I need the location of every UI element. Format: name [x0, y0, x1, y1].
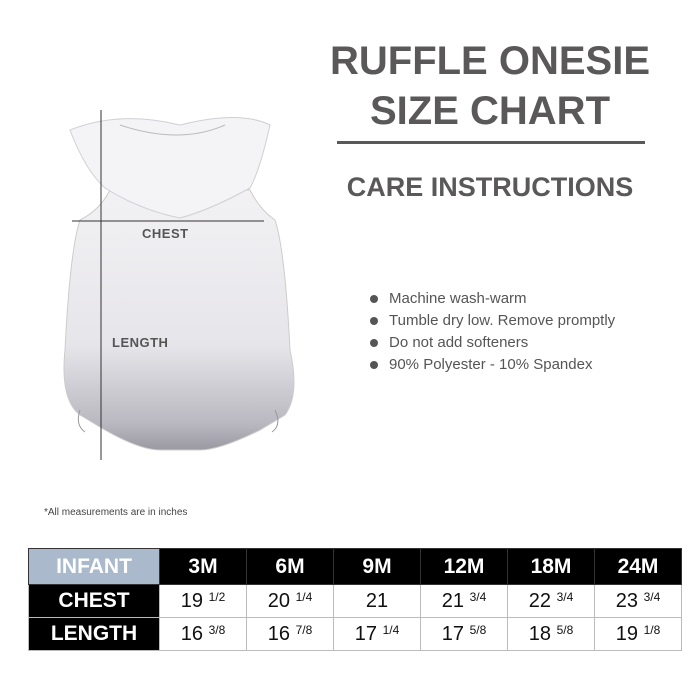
fraction-value: 5/8: [469, 622, 487, 637]
fraction-value: 3/4: [469, 589, 487, 604]
bullet-icon: [370, 295, 378, 303]
fraction-value: 1/2: [208, 589, 226, 604]
infant-header: INFANT: [28, 548, 160, 585]
care-text: Tumble dry low. Remove promptly: [389, 312, 616, 329]
size-header: 6M: [246, 548, 334, 585]
fraction-value: 1/4: [295, 589, 313, 604]
care-item: 90% Polyester - 10% Spandex: [370, 354, 615, 376]
length-row: LENGTH 16 3/8 16 7/8 17 1/4 17 5/8 18 5/8 19 1…: [28, 617, 682, 651]
bullet-icon: [370, 317, 378, 325]
size-header: 18M: [507, 548, 595, 585]
fraction-value: 3/4: [556, 589, 574, 604]
fraction-value: 3/8: [208, 622, 226, 637]
title-underline: [337, 141, 645, 144]
fraction-value: 1/8: [643, 622, 661, 637]
chest-label: CHEST: [142, 226, 189, 241]
whole-value: 21: [365, 589, 389, 612]
whole-value: 20: [267, 589, 290, 612]
measurement-cell: 16 7/8: [246, 617, 334, 651]
chest-row: CHEST 19 1/2 20 1/4 21 21 3/4 22 3/4 23 3/4: [28, 584, 682, 618]
care-list: Machine wash-warm Tumble dry low. Remove…: [370, 288, 615, 376]
measurement-cell: 21 3/4: [420, 584, 508, 618]
size-table: INFANT 3M 6M 9M 12M 18M 24M CHEST 19 1/2 2…: [28, 548, 682, 651]
size-header: 24M: [594, 548, 682, 585]
measurement-cell: 18 5/8: [507, 617, 595, 651]
size-header: 3M: [159, 548, 247, 585]
measurement-cell: 23 3/4: [594, 584, 682, 618]
measurement-cell: 19 1/8: [594, 617, 682, 651]
title-line-2: SIZE CHART: [370, 89, 610, 133]
length-label: LENGTH: [112, 335, 169, 350]
measurement-cell: 19 1/2: [159, 584, 247, 618]
whole-value: 22: [528, 589, 551, 612]
measurement-note: *All measurements are in inches: [44, 507, 188, 518]
size-header: 12M: [420, 548, 508, 585]
whole-value: 19: [615, 622, 638, 645]
care-item: Do not add softeners: [370, 332, 615, 354]
whole-value: 17: [441, 622, 464, 645]
bullet-icon: [370, 339, 378, 347]
row-header: CHEST: [28, 584, 160, 618]
care-item: Tumble dry low. Remove promptly: [370, 310, 615, 332]
care-text: 90% Polyester - 10% Spandex: [389, 356, 593, 373]
care-text: Do not add softeners: [389, 334, 529, 351]
size-header-row: INFANT 3M 6M 9M 12M 18M 24M: [28, 548, 682, 585]
measurement-cell: 17 5/8: [420, 617, 508, 651]
row-header: LENGTH: [28, 617, 160, 651]
fraction-value: 3/4: [643, 589, 661, 604]
whole-value: 19: [180, 589, 203, 612]
onesie-image: [63, 110, 295, 460]
measurement-cell: 22 3/4: [507, 584, 595, 618]
measurement-cell: 17 1/4: [333, 617, 421, 651]
measurement-cell: 21: [333, 584, 421, 618]
care-text: Machine wash-warm: [389, 290, 527, 307]
bullet-icon: [370, 361, 378, 369]
fraction-value: 1/4: [382, 622, 400, 637]
whole-value: 16: [267, 622, 290, 645]
care-heading: CARE INSTRUCTIONS: [346, 172, 634, 202]
whole-value: 17: [354, 622, 377, 645]
care-item: Machine wash-warm: [370, 288, 615, 310]
whole-value: 16: [180, 622, 203, 645]
measurement-cell: 20 1/4: [246, 584, 334, 618]
whole-value: 18: [528, 622, 551, 645]
measurement-cell: 16 3/8: [159, 617, 247, 651]
whole-value: 21: [441, 589, 464, 612]
whole-value: 23: [615, 589, 638, 612]
title-line-1: RUFFLE ONESIE: [329, 39, 651, 83]
fraction-value: 7/8: [295, 622, 313, 637]
size-header: 9M: [333, 548, 421, 585]
fraction-value: 5/8: [556, 622, 574, 637]
